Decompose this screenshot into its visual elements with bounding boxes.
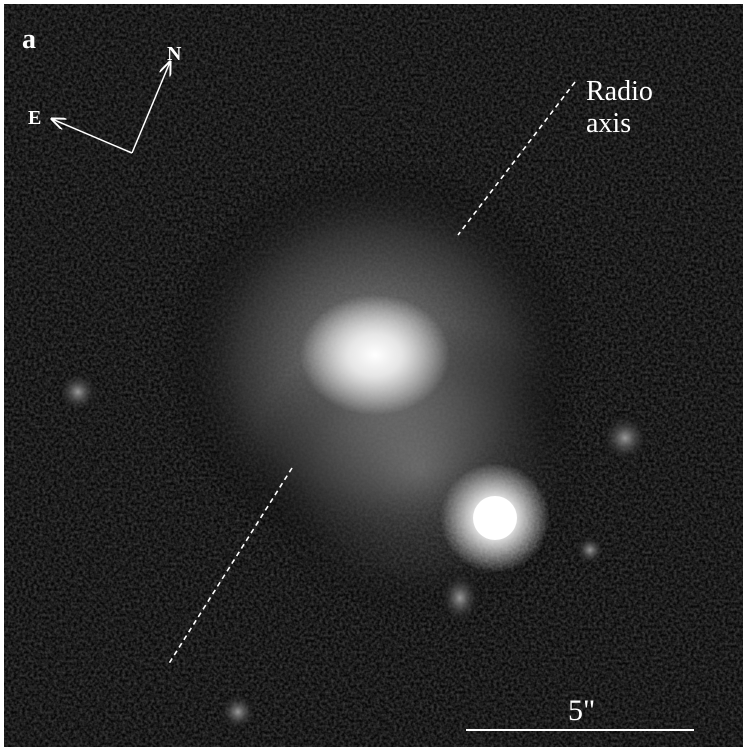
galaxy-core <box>300 295 450 415</box>
star-center <box>473 496 517 540</box>
source <box>56 370 100 414</box>
page: a N E Radio axis 5" (() => { const data … <box>0 0 747 751</box>
panel-label: a <box>22 24 36 55</box>
north-label: N <box>167 43 182 65</box>
source <box>218 692 258 732</box>
east-label: E <box>28 107 41 129</box>
annotation-line: Radio <box>586 76 653 107</box>
astro-image: a N E Radio axis 5" <box>0 0 747 751</box>
source <box>599 412 651 464</box>
source <box>574 534 606 566</box>
annotation-line: axis <box>586 108 631 139</box>
scale-bar-label: 5" <box>568 694 595 727</box>
source <box>438 570 482 626</box>
